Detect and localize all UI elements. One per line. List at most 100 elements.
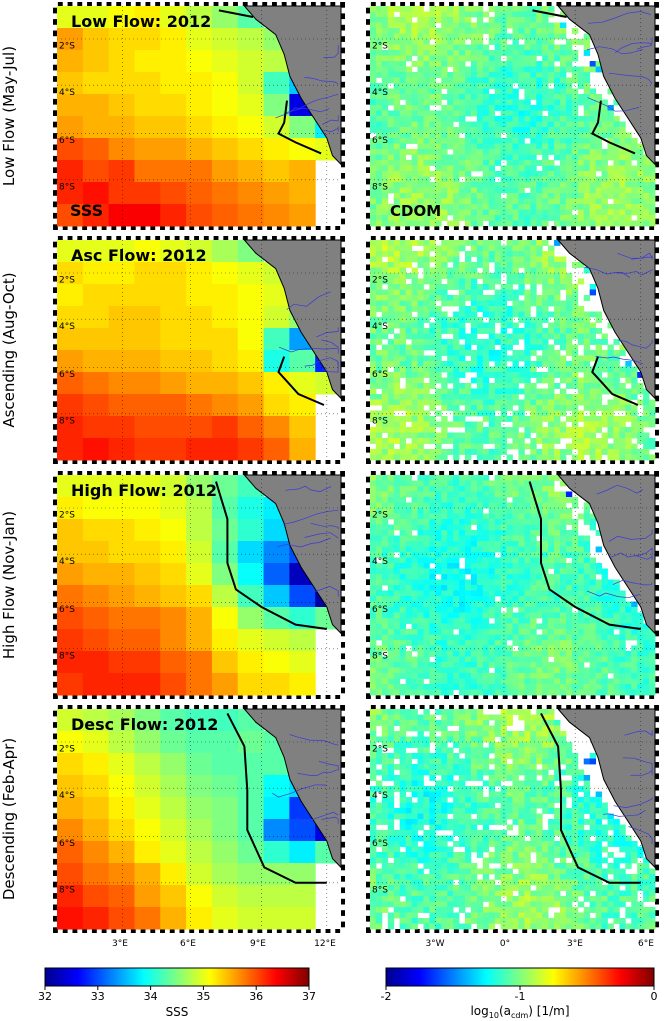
cdom-cell [381,245,389,252]
cdom-cell [417,121,424,128]
cdom-cell [518,72,525,78]
frame-dash [366,653,370,660]
frame-dash [517,460,523,464]
cdom-cell [488,344,496,351]
cdom-cell [488,61,496,67]
frame-dash [341,30,345,37]
cdom-cell [565,416,573,422]
cdom-cell [613,585,620,591]
cdom-cell [399,596,407,602]
frame-dash [53,493,57,500]
sss-cell [82,673,110,696]
cdom-cell [375,513,383,520]
cdom-cell [435,83,442,89]
cdom-cell [482,524,490,531]
cdom-cell [441,11,448,18]
cdom-cell [381,295,389,301]
cdom-cell [411,361,418,367]
cdom-cell [637,204,644,210]
cdom-cell [577,209,585,216]
cdom-cell [613,121,620,128]
sss-cell [57,50,84,73]
cdom-cell [536,372,543,378]
cdom-cell [548,72,555,78]
cdom-cell [470,176,478,183]
cdom-cell [393,22,401,29]
cdom-cell [393,132,401,139]
frame-dash [527,460,533,464]
cdom-cell [548,344,555,351]
river-line [304,77,339,85]
cdom-cell [601,132,608,139]
frame-dash [72,236,78,240]
cdom-cell [429,552,436,558]
cdom-cell [417,513,424,520]
cdom-cell [560,311,567,318]
cdom-cell [530,361,537,367]
cdom-cell [506,245,513,252]
cdom-cell [417,240,424,246]
cdom-cell [560,541,567,547]
cdom-cell [417,497,424,503]
frame-dash [655,87,659,94]
cdom-cell [411,612,418,619]
cdom-cell [399,209,407,216]
cdom-cell [370,322,377,329]
cdom-cell [435,552,442,558]
cdom-cell [518,220,525,227]
cdom-cell [381,160,389,166]
frame-dash [341,545,345,551]
cdom-cell [631,220,638,227]
cdom-cell [560,22,567,29]
cdom-cell [459,99,466,106]
cdom-cell [625,154,632,161]
cdom-cell [524,552,531,558]
river-line [310,522,339,529]
cdom-cell [447,160,454,166]
cdom-cell [530,143,537,150]
cdom-cell [417,372,424,378]
cdom-cell [465,350,472,356]
cdom-cell [370,508,377,514]
sss-cell [186,182,213,205]
frame-dash [341,87,345,94]
cdom-cell [393,105,401,111]
cdom-cell [494,350,502,356]
cdom-cell [571,110,579,117]
cdom-cell [429,138,436,144]
cdom-cell [387,502,395,509]
frame-dash [252,460,258,464]
cdom-cell [560,99,567,106]
cdom-cell [619,432,626,439]
cdom-cell [375,132,383,139]
cdom-cell [441,480,448,487]
cdom-cell [506,519,513,525]
cdom-cell [506,289,513,296]
sss-cell [237,563,265,586]
cdom-cell [470,322,478,329]
cdom-cell [560,377,567,384]
frame-dash [370,460,376,464]
cdom-cell [524,289,531,296]
cdom-cell [465,77,472,84]
cdom-cell [524,55,531,62]
cdom-cell [524,99,531,106]
cdom-cell [500,596,507,602]
frame-dash [87,695,92,699]
cdom-cell [470,215,478,221]
cdom-cell [619,127,626,133]
cdom-cell [441,607,448,613]
cdom-cell [494,28,502,34]
cdom-cell [536,546,543,553]
cdom-cell [453,568,460,575]
cdom-cell [447,497,454,503]
frame-dash [341,110,345,116]
cdom-cell [423,22,430,29]
cdom-cell [536,557,543,564]
cdom-cell [482,306,490,312]
cdom-cell [387,160,395,166]
cdom-cell [429,432,436,439]
frame-dash [53,218,57,225]
cdom-cell [441,530,448,536]
cdom-cell [405,28,412,34]
